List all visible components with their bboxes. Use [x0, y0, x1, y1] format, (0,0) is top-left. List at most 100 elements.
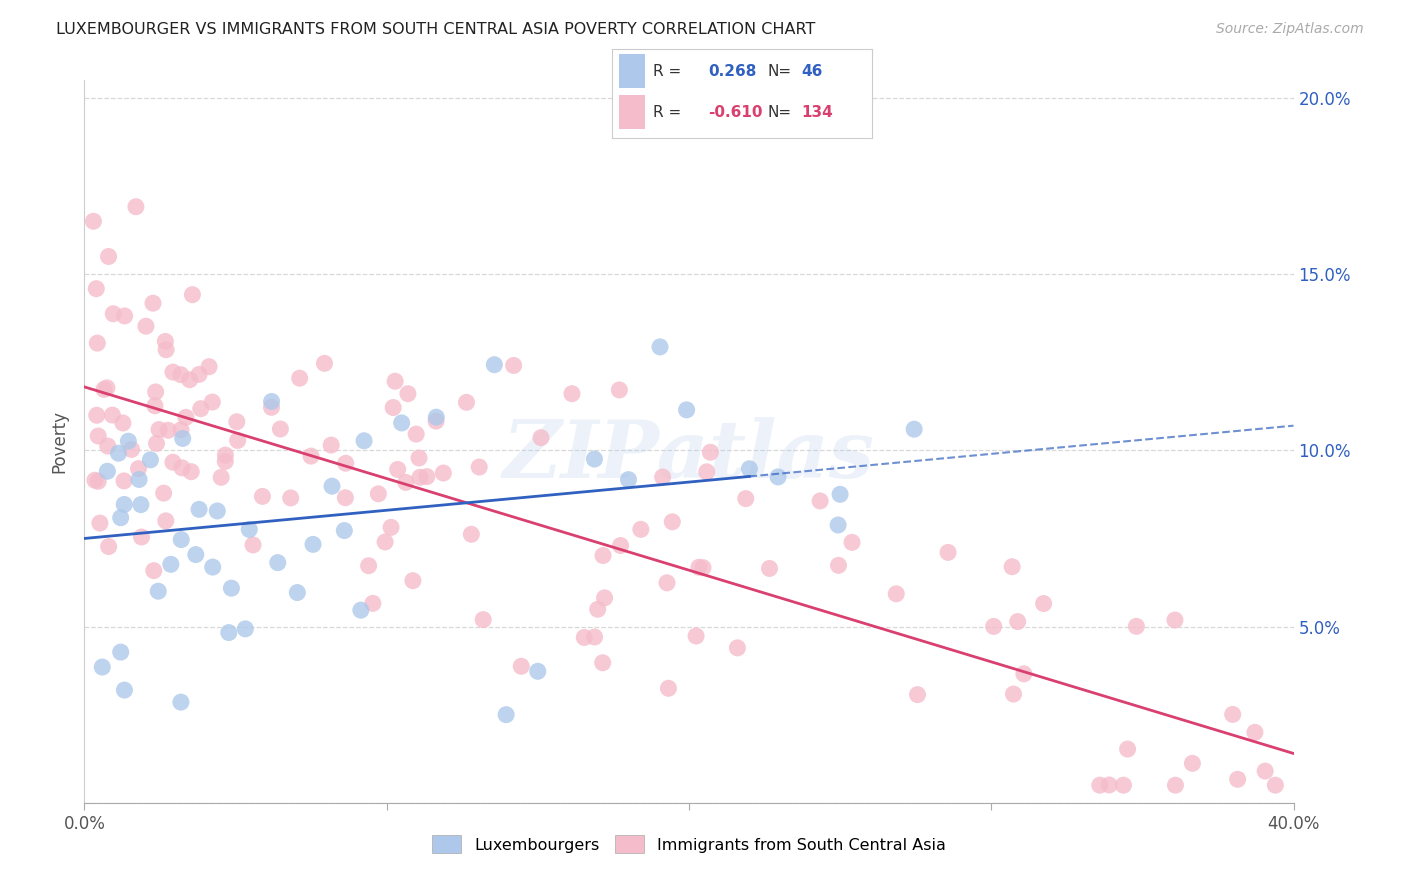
Point	[107, 446, 129, 460]
Point	[242, 538, 264, 552]
Point	[692, 560, 714, 574]
Point	[221, 581, 243, 595]
Point	[827, 518, 849, 533]
Text: N=: N=	[768, 64, 792, 79]
Point	[226, 434, 249, 448]
Legend: Luxembourgers, Immigrants from South Central Asia: Luxembourgers, Immigrants from South Cen…	[426, 829, 952, 860]
Point	[738, 462, 761, 476]
Point	[131, 530, 153, 544]
Point	[592, 656, 614, 670]
Point	[155, 334, 177, 349]
Point	[135, 319, 157, 334]
Point	[583, 630, 606, 644]
Text: -0.610: -0.610	[707, 105, 762, 120]
Point	[1112, 778, 1135, 792]
Point	[128, 473, 150, 487]
Point	[696, 465, 718, 479]
Point	[260, 401, 283, 415]
Point	[527, 665, 550, 679]
Point	[456, 395, 478, 409]
Point	[184, 548, 207, 562]
Point	[96, 381, 118, 395]
Point	[145, 436, 167, 450]
Point	[101, 408, 124, 422]
Point	[142, 564, 165, 578]
Y-axis label: Poverty: Poverty	[51, 410, 69, 473]
Text: ZIPatlas: ZIPatlas	[503, 417, 875, 495]
Point	[260, 394, 283, 409]
Point	[142, 296, 165, 310]
Point	[484, 358, 506, 372]
Point	[1181, 756, 1204, 771]
Point	[86, 409, 108, 423]
Point	[1226, 772, 1249, 787]
Point	[983, 619, 1005, 633]
Point	[112, 474, 135, 488]
Point	[841, 535, 863, 549]
Text: 0.268: 0.268	[707, 64, 756, 79]
Point	[396, 386, 419, 401]
Point	[561, 386, 583, 401]
Point	[152, 486, 174, 500]
Point	[593, 591, 616, 605]
Point	[87, 429, 110, 443]
Point	[648, 340, 671, 354]
Point	[609, 539, 631, 553]
Point	[97, 250, 120, 264]
Point	[685, 629, 707, 643]
Point	[267, 556, 290, 570]
Text: 134: 134	[801, 105, 834, 120]
Point	[1264, 778, 1286, 792]
Point	[1164, 778, 1187, 792]
Text: R =: R =	[654, 105, 682, 120]
Point	[530, 431, 553, 445]
Point	[148, 423, 170, 437]
Point	[103, 307, 125, 321]
Point	[127, 461, 149, 475]
Point	[170, 423, 193, 437]
Point	[333, 524, 356, 538]
Point	[416, 469, 439, 483]
Point	[827, 558, 849, 573]
Point	[688, 560, 710, 574]
Point	[162, 365, 184, 379]
Point	[162, 455, 184, 469]
Point	[361, 596, 384, 610]
Point	[574, 631, 596, 645]
Point	[651, 470, 673, 484]
Point	[190, 401, 212, 416]
Point	[384, 374, 406, 388]
Point	[1116, 742, 1139, 756]
Point	[502, 359, 524, 373]
Text: Source: ZipAtlas.com: Source: ZipAtlas.com	[1216, 22, 1364, 37]
Point	[405, 427, 427, 442]
Point	[121, 442, 143, 457]
Point	[148, 584, 170, 599]
Text: N=: N=	[768, 105, 792, 120]
Point	[214, 454, 236, 468]
Text: R =: R =	[654, 64, 682, 79]
Point	[160, 558, 183, 572]
Point	[583, 452, 606, 467]
Point	[170, 368, 193, 382]
Point	[380, 520, 402, 534]
Point	[139, 452, 162, 467]
Point	[395, 475, 418, 490]
Point	[367, 487, 389, 501]
Point	[155, 343, 177, 357]
Point	[143, 399, 166, 413]
Point	[630, 522, 652, 536]
Point	[114, 309, 136, 323]
Point	[97, 439, 120, 453]
Point	[238, 523, 260, 537]
Point	[425, 410, 447, 425]
Point	[83, 473, 105, 487]
Text: LUXEMBOURGER VS IMMIGRANTS FROM SOUTH CENTRAL ASIA POVERTY CORRELATION CHART: LUXEMBOURGER VS IMMIGRANTS FROM SOUTH CE…	[56, 22, 815, 37]
Point	[884, 587, 907, 601]
Point	[391, 416, 413, 430]
Point	[89, 516, 111, 530]
Point	[174, 410, 197, 425]
Point	[201, 395, 224, 409]
Point	[218, 625, 240, 640]
Point	[86, 336, 108, 351]
